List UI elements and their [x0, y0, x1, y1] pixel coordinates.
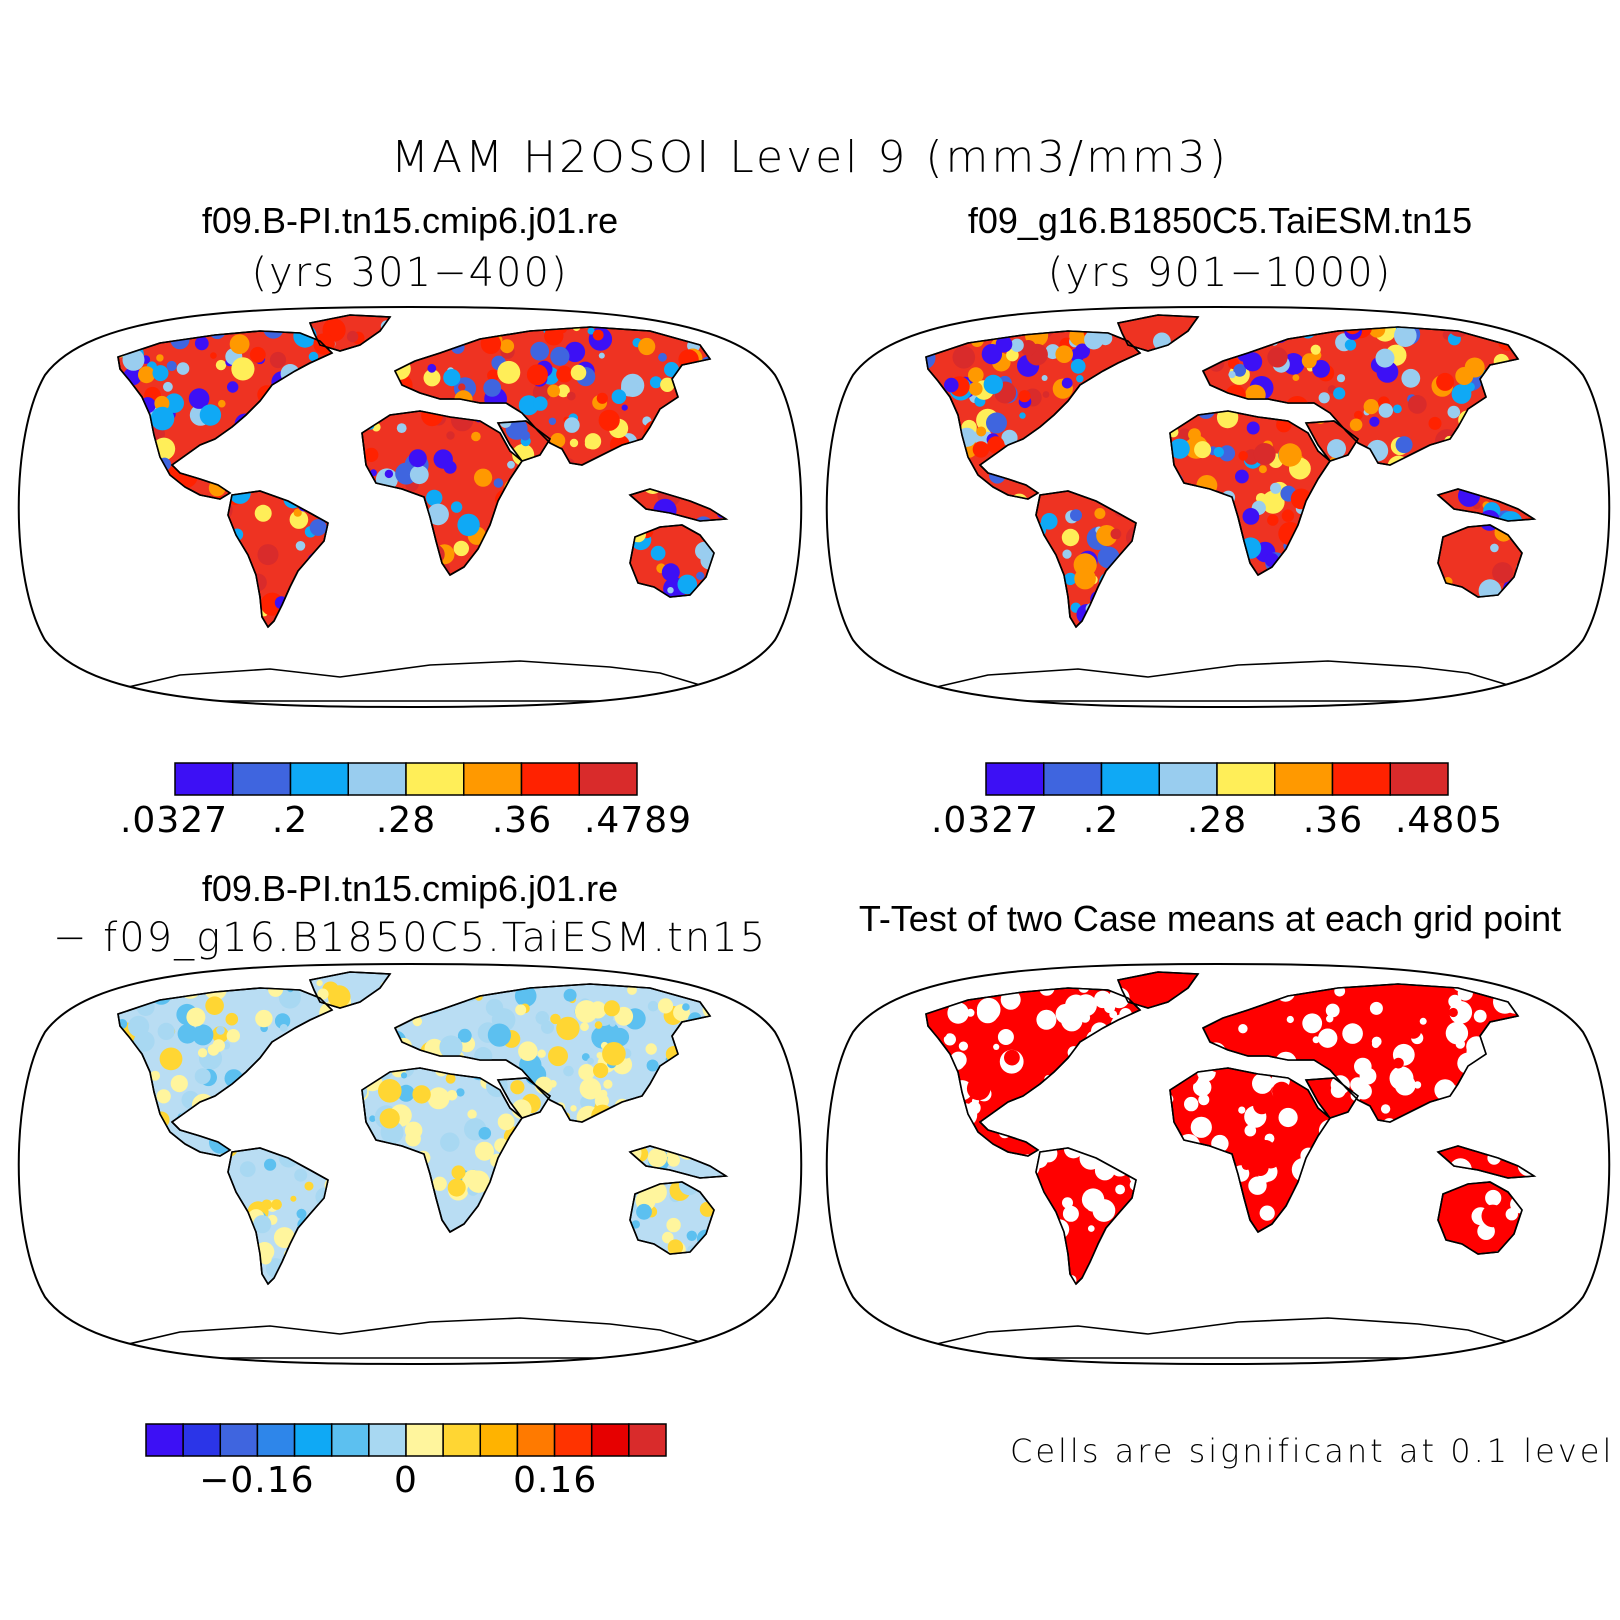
colorbar-swatch: [463, 762, 523, 796]
colorbar-swatch: [368, 1423, 407, 1457]
map-border: [825, 305, 1611, 709]
main-title: MAM H2OSOI Level 9 (mm3/mm3): [391, 132, 1229, 183]
colorbar-swatch: [628, 1423, 667, 1457]
colorbar-case2: [985, 762, 1449, 796]
colorbar-tick-label: −0.16: [199, 1460, 315, 1501]
colorbar-tick-label: .4789: [583, 800, 693, 841]
colorbar-case1-labels: .0327 .2 .28 .36 .4789: [120, 800, 691, 844]
colorbar-case1: [174, 762, 638, 796]
colorbar-swatch: [578, 762, 638, 796]
colorbar-tick-label: 0: [394, 1460, 418, 1501]
colorbar-swatch: [330, 1423, 370, 1457]
map-border: [17, 962, 803, 1366]
colorbar-tick-label: 0.16: [513, 1460, 598, 1501]
case2-years: (yrs 901−1000): [1047, 250, 1393, 296]
colorbar-tick-label: .0327: [119, 800, 229, 841]
colorbar-swatch: [1389, 762, 1449, 796]
ttest-antarctica: [897, 1317, 1539, 1359]
ttest-title: T-Test of two Case means at each grid po…: [858, 898, 1562, 939]
diff-antarctica: [89, 1317, 731, 1359]
diff-subtitle: − f09_g16.B1850C5.TaiESM.tn15: [52, 915, 768, 961]
colorbar-swatch: [590, 1423, 630, 1457]
colorbar-swatch: [182, 1423, 222, 1457]
colorbar-tick-label: .36: [1302, 800, 1364, 841]
colorbar-tick-label: .28: [1186, 800, 1248, 841]
colorbar-swatch: [293, 1423, 333, 1457]
colorbar-swatch: [145, 1423, 184, 1457]
colorbar-tick-label: .4805: [1394, 800, 1504, 841]
colorbar-case2-labels: .0327 .2 .28 .36 .4805: [931, 800, 1502, 844]
colorbar-diff: [145, 1423, 667, 1457]
colorbar-swatch: [256, 1423, 296, 1457]
colorbar-tick-label: .0327: [930, 800, 1040, 841]
colorbar-swatch: [289, 762, 349, 796]
colorbar-tick-label: .36: [491, 800, 553, 841]
case1-years: (yrs 301−400): [251, 250, 569, 296]
map-ttest: [825, 962, 1611, 1366]
colorbar-tick-label: .2: [271, 800, 309, 841]
colorbar-swatch: [1043, 762, 1103, 796]
colorbar-swatch: [405, 762, 465, 796]
colorbar-swatch: [405, 1423, 444, 1457]
colorbar-swatch: [219, 1423, 259, 1457]
colorbar-swatch: [520, 762, 580, 796]
colorbar-swatch: [1158, 762, 1218, 796]
map-border: [17, 305, 803, 709]
colorbar-swatch: [232, 762, 292, 796]
map-diff: [17, 962, 803, 1366]
colorbar-swatch: [516, 1423, 556, 1457]
map-case1: [17, 305, 803, 709]
colorbar-swatch: [553, 1423, 593, 1457]
map-case2: [825, 305, 1611, 709]
colorbar-swatch: [1274, 762, 1334, 796]
diff-title: f09.B-PI.tn15.cmip6.j01.re: [201, 868, 619, 909]
colorbar-swatch: [479, 1423, 519, 1457]
significance-note: Cells are significant at 0.1 level: [1010, 1432, 1615, 1470]
colorbar-diff-labels: −0.16 0 0.16: [145, 1460, 667, 1504]
colorbar-swatch: [985, 762, 1045, 796]
colorbar-tick-label: .28: [375, 800, 437, 841]
colorbar-swatch: [442, 1423, 482, 1457]
case1-antarctica: [89, 660, 731, 702]
case1-indonesia: [629, 488, 727, 522]
colorbar-swatch: [1331, 762, 1391, 796]
colorbar-tick-label: .2: [1082, 800, 1120, 841]
case2-title: f09_g16.B1850C5.TaiESM.tn15: [967, 200, 1473, 241]
colorbar-swatch: [174, 762, 234, 796]
case1-title: f09.B-PI.tn15.cmip6.j01.re: [201, 200, 619, 241]
colorbar-swatch: [1100, 762, 1160, 796]
colorbar-swatch: [347, 762, 407, 796]
colorbar-swatch: [1216, 762, 1276, 796]
case2-antarctica: [897, 660, 1539, 702]
map-border: [825, 962, 1611, 1366]
